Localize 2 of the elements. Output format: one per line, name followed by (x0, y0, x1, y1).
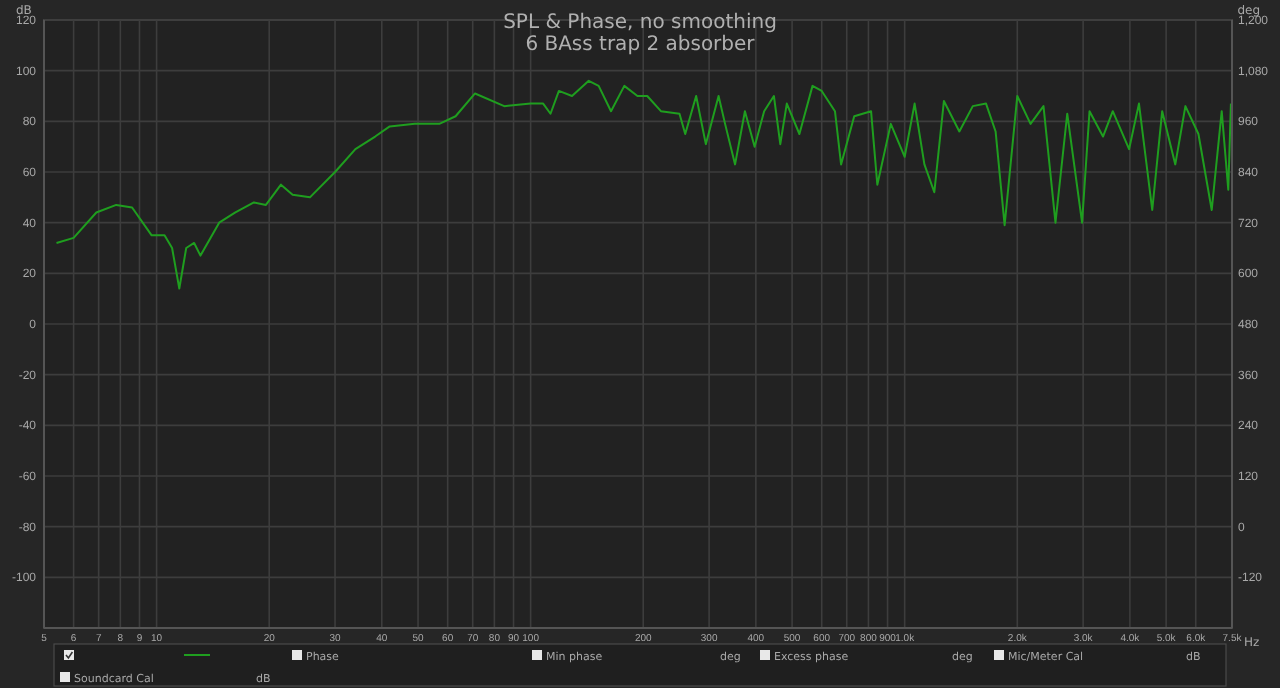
chart-title: SPL & Phase, no smoothing (503, 12, 777, 34)
text: 6 BAss trap 2 absorber (525, 34, 757, 56)
